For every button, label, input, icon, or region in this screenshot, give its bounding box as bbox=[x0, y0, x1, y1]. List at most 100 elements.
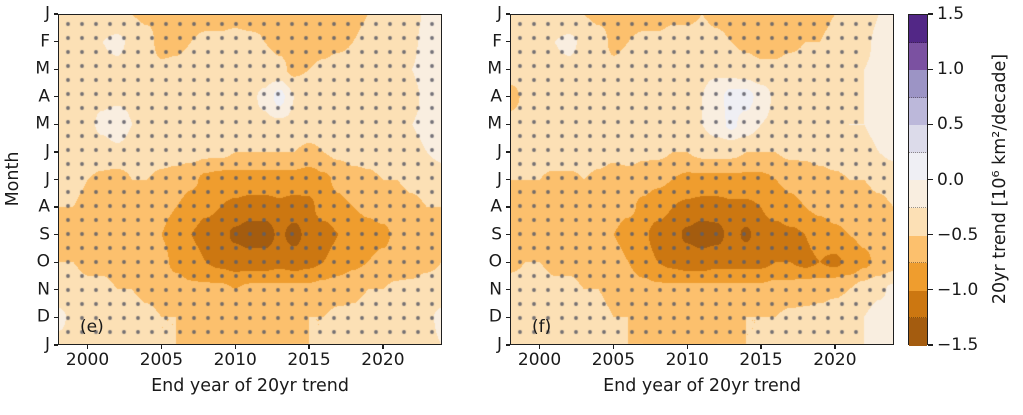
year-tick-label: 2000 bbox=[517, 350, 562, 370]
month-tickmark bbox=[54, 96, 58, 98]
colorbar-tick-label: 0.0 bbox=[937, 169, 965, 190]
colorbar-segment bbox=[909, 125, 927, 153]
month-tickmark bbox=[506, 13, 510, 15]
colorbar-segment bbox=[909, 42, 927, 71]
month-tick-label: J bbox=[496, 3, 502, 24]
colorbar-tickmark bbox=[928, 344, 933, 346]
colorbar-level-separator bbox=[908, 41, 928, 43]
year-tickmark bbox=[612, 345, 614, 349]
month-tickmark bbox=[506, 289, 510, 291]
panel-label-e: (e) bbox=[80, 317, 104, 337]
month-tickmark bbox=[506, 206, 510, 208]
month-tick-label: N bbox=[489, 279, 502, 300]
year-tickmark bbox=[234, 345, 236, 349]
colorbar-segment bbox=[909, 152, 927, 181]
colorbar-segment bbox=[909, 263, 927, 291]
colorbar-segment bbox=[909, 70, 927, 98]
month-tick-label: M bbox=[487, 113, 502, 134]
month-tick-label: D bbox=[488, 306, 502, 327]
month-tick-label: J bbox=[496, 334, 502, 355]
colorbar-tick-label: 1.5 bbox=[937, 4, 965, 24]
month-tick-label: F bbox=[40, 31, 50, 52]
month-tick-label: A bbox=[38, 196, 50, 217]
month-tick-label: J bbox=[44, 169, 50, 189]
contour-panel-f bbox=[510, 14, 894, 345]
year-tick-label: 2000 bbox=[65, 350, 110, 370]
month-tick-label: O bbox=[36, 251, 50, 272]
year-tick-label: 2015 bbox=[739, 350, 783, 370]
month-tickmark bbox=[54, 234, 58, 236]
colorbar-segment bbox=[909, 180, 927, 209]
colorbar-tickmark bbox=[928, 123, 933, 125]
colorbar-tickmark bbox=[928, 13, 933, 15]
colorbar-level-separator bbox=[908, 317, 928, 319]
month-tick-label: S bbox=[491, 224, 502, 245]
year-tickmark bbox=[86, 345, 89, 349]
month-tick-label: J bbox=[44, 334, 50, 355]
colorbar-tick-label: −1.0 bbox=[937, 279, 979, 300]
colorbar-level-separator bbox=[908, 151, 928, 153]
month-tickmark bbox=[54, 316, 58, 318]
month-tick-label: O bbox=[488, 251, 502, 272]
month-tickmark bbox=[506, 178, 510, 181]
colorbar-segment bbox=[909, 290, 927, 319]
month-tick-label: N bbox=[37, 279, 50, 300]
month-tickmark bbox=[506, 96, 510, 98]
month-tickmark bbox=[506, 123, 510, 125]
year-tick-label: 2005 bbox=[591, 350, 636, 370]
month-tick-label: A bbox=[490, 86, 502, 107]
colorbar-level-separator bbox=[908, 262, 928, 264]
month-tickmark bbox=[506, 234, 510, 236]
month-tickmark bbox=[54, 344, 58, 346]
month-tick-label: J bbox=[44, 3, 50, 24]
month-tick-label: A bbox=[38, 86, 50, 107]
month-tick-label: J bbox=[44, 141, 50, 162]
month-tick-label: S bbox=[39, 224, 50, 245]
month-tick-label: J bbox=[496, 141, 502, 162]
x-axis-title-e: End year of 20yr trend bbox=[151, 376, 349, 396]
month-tickmark bbox=[54, 261, 58, 263]
month-tickmark bbox=[54, 40, 58, 43]
month-tick-label: M bbox=[35, 58, 50, 79]
colorbar-tickmark bbox=[928, 178, 933, 181]
year-tick-label: 2020 bbox=[813, 350, 857, 370]
month-tickmark bbox=[54, 151, 58, 153]
colorbar-segment bbox=[909, 318, 927, 346]
month-tickmark bbox=[54, 289, 58, 291]
month-tickmark bbox=[506, 40, 510, 43]
y-axis-title: Month bbox=[3, 151, 23, 207]
month-tickmark bbox=[506, 68, 510, 70]
month-tickmark bbox=[54, 13, 58, 15]
year-tick-label: 2010 bbox=[665, 350, 709, 370]
month-tickmark bbox=[54, 178, 58, 181]
colorbar-title: 20yr trend [10⁶ km²/decade] bbox=[990, 53, 1010, 305]
month-tick-label: J bbox=[496, 169, 502, 189]
year-tickmark bbox=[382, 345, 384, 349]
colorbar-tickmark bbox=[928, 68, 933, 70]
year-tick-label: 2005 bbox=[139, 350, 184, 370]
month-tick-label: M bbox=[35, 113, 50, 134]
month-tickmark bbox=[506, 344, 510, 346]
colorbar-segment bbox=[909, 208, 927, 236]
month-tickmark bbox=[54, 206, 58, 208]
year-tickmark bbox=[160, 345, 162, 349]
contour-panel-e bbox=[58, 14, 442, 345]
year-tick-label: 2015 bbox=[287, 350, 331, 370]
month-tickmark bbox=[54, 123, 58, 125]
year-tickmark bbox=[308, 345, 310, 349]
colorbar-tick-label: 1.0 bbox=[937, 59, 965, 80]
month-tickmark bbox=[54, 68, 58, 70]
year-tick-label: 2010 bbox=[213, 350, 257, 370]
colorbar-tick-label: 0.5 bbox=[937, 114, 965, 135]
colorbar bbox=[908, 14, 928, 346]
month-tickmark bbox=[506, 151, 510, 153]
year-tickmark bbox=[760, 345, 762, 349]
colorbar-level-separator bbox=[908, 207, 928, 209]
colorbar-tickmark bbox=[928, 289, 933, 291]
colorbar-tick-label: −0.5 bbox=[937, 224, 979, 245]
month-tick-label: F bbox=[492, 31, 502, 52]
month-tickmark bbox=[506, 261, 510, 263]
month-tickmark bbox=[506, 316, 510, 318]
colorbar-segment bbox=[909, 15, 927, 43]
